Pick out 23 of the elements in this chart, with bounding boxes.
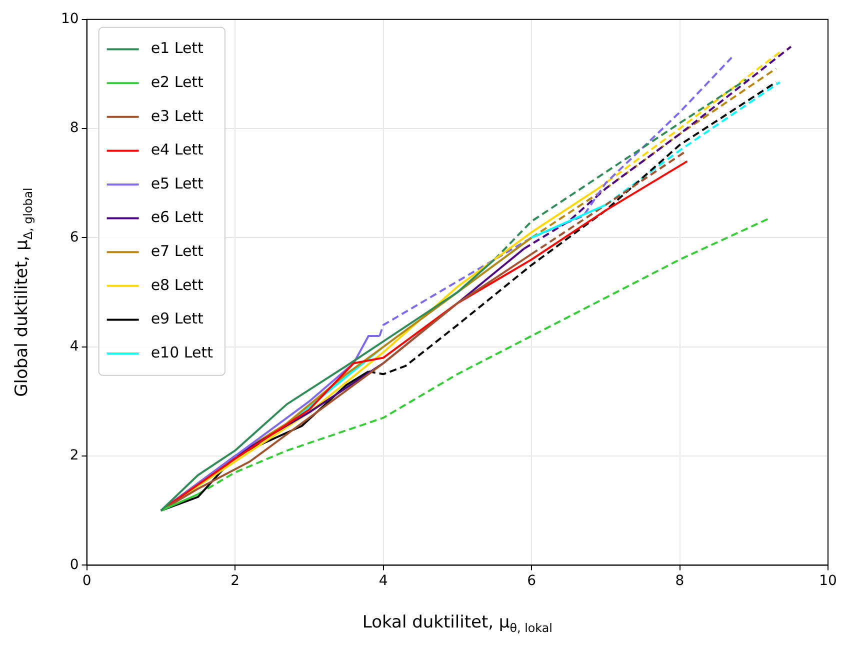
- legend-label: e1 Lett: [150, 39, 204, 58]
- y-tick-label: 6: [70, 229, 79, 246]
- x-tick-label: 4: [378, 573, 388, 590]
- y-tick-label: 0: [70, 556, 79, 573]
- legend-label: e9 Lett: [150, 310, 204, 328]
- legend-label: e4 Lett: [150, 140, 204, 159]
- x-tick-label: 8: [675, 573, 684, 590]
- legend-label: e2 Lett: [150, 72, 204, 91]
- x-tick-label: 6: [527, 573, 536, 590]
- x-tick-label: 10: [819, 573, 837, 590]
- legend-label: e6 Lett: [150, 208, 204, 226]
- legend-label: e7 Lett: [150, 242, 204, 260]
- x-tick-label: 2: [230, 573, 240, 590]
- y-tick-label: 2: [70, 448, 79, 464]
- legend-label: e5 Lett: [150, 174, 204, 192]
- y-tick-label: 8: [70, 120, 79, 136]
- y-tick-label: 10: [60, 11, 79, 28]
- legend-label: e10 Lett: [150, 343, 214, 362]
- legend-label: e3 Lett: [150, 106, 204, 125]
- y-tick-label: 4: [70, 338, 79, 355]
- y-axis-title: Global duktilitet, μΔ, global: [12, 188, 35, 397]
- legend-label: e8 Lett: [150, 276, 204, 294]
- x-tick-label: 0: [82, 573, 92, 590]
